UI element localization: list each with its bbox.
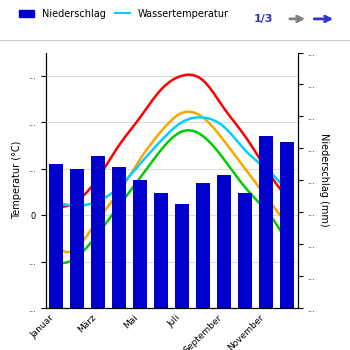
Bar [259,135,273,308]
Bar [217,175,231,308]
Legend: Niederschlag, Wassertemperatur: Niederschlag, Wassertemperatur [15,5,232,23]
Bar [133,180,147,308]
Text: 1/3: 1/3 [253,14,273,24]
Bar [196,183,210,308]
Bar [175,204,189,308]
Bar [280,142,294,308]
Bar [154,193,168,308]
Bar [238,193,252,308]
Bar [112,168,126,308]
Bar [49,164,63,308]
Y-axis label: Niederschlag (mm): Niederschlag (mm) [319,133,329,227]
Y-axis label: Temperatur (°C): Temperatur (°C) [12,141,22,219]
Bar [91,156,105,308]
Bar [70,169,84,308]
